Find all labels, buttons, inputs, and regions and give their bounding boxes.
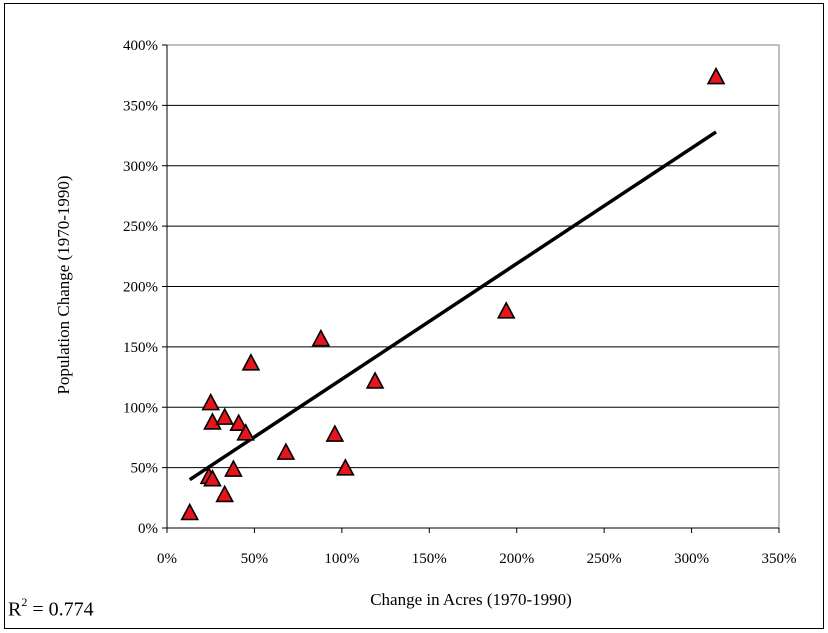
- data-point: [241, 353, 261, 371]
- y-tick-label: 300%: [123, 159, 158, 175]
- data-point: [336, 458, 355, 476]
- y-tick-label: 150%: [123, 340, 158, 356]
- data-point: [201, 392, 221, 411]
- data-point: [229, 413, 249, 431]
- chart-frame: [4, 3, 824, 629]
- y-tick-label: 350%: [123, 98, 158, 114]
- y-tick-label: 50%: [131, 461, 159, 477]
- data-point: [365, 371, 385, 389]
- x-tick-label: 150%: [412, 551, 447, 567]
- tick-label-layer: 0% 50% 100% 150% 200% 250% 300% 350% 400% 0% 50% 10…: [123, 38, 797, 567]
- data-point: [203, 412, 222, 430]
- x-tick-label: 350%: [762, 551, 797, 567]
- r-squared-exponent: 2: [21, 595, 28, 609]
- data-point: [180, 502, 200, 521]
- y-tick-label: 400%: [123, 38, 158, 54]
- r-squared-prefix: R: [8, 598, 22, 621]
- data-point: [706, 66, 726, 85]
- x-tick-label: 250%: [587, 551, 622, 567]
- trendline-layer: [188, 130, 718, 482]
- r-squared-label: R2 = 0.774: [8, 595, 94, 622]
- data-point: [496, 301, 516, 319]
- axes-layer: [162, 44, 780, 533]
- trendline: [188, 130, 718, 482]
- data-point: [311, 328, 331, 347]
- data-point: [236, 423, 256, 441]
- x-tick-label: 300%: [674, 551, 709, 567]
- x-axis-title: Change in Acres (1970-1990): [370, 590, 572, 609]
- x-tick-label: 100%: [324, 551, 359, 567]
- x-tick-label: 200%: [499, 551, 534, 567]
- data-point: [276, 442, 296, 460]
- y-tick-label: 200%: [123, 280, 158, 296]
- y-tick-label: 100%: [123, 400, 158, 416]
- data-point: [203, 469, 222, 487]
- data-point: [325, 424, 345, 442]
- x-tick-label: 0%: [157, 551, 177, 567]
- y-axis-title: Population Change (1970-1990): [54, 175, 73, 394]
- y-tick-label: 250%: [123, 219, 158, 235]
- r-squared-value: = 0.774: [27, 598, 94, 621]
- data-point: [224, 459, 243, 477]
- x-tick-label: 50%: [241, 551, 269, 567]
- grid-layer: [167, 44, 779, 469]
- data-point-layer: [180, 66, 726, 521]
- data-point: [215, 407, 235, 425]
- y-tick-label: 0%: [138, 521, 158, 537]
- data-point: [215, 484, 235, 503]
